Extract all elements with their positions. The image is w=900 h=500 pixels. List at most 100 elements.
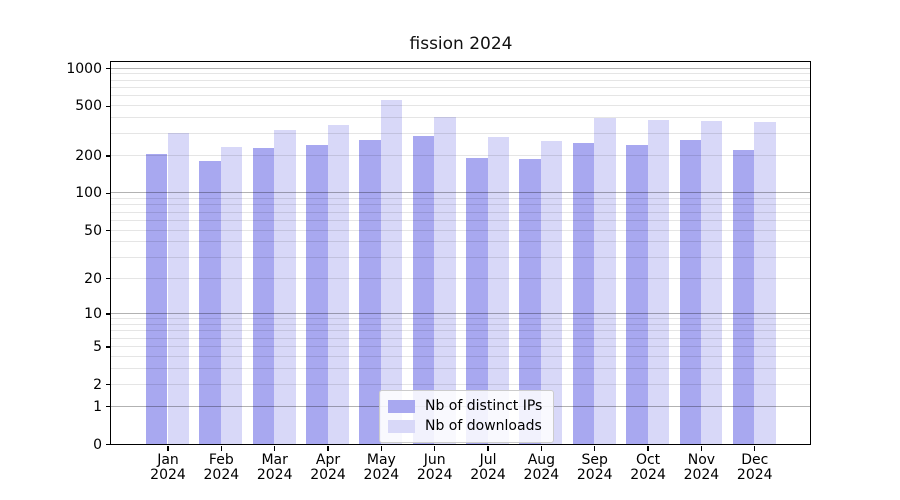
gridline-minor-5 bbox=[111, 345, 810, 347]
bar-nb-of-downloads-may-2024 bbox=[380, 99, 403, 444]
bar-nb-of-distinct-ips-nov-2024 bbox=[679, 139, 701, 444]
legend-label-downloads: Nb of downloads bbox=[425, 418, 542, 434]
y-tick-mark-1 bbox=[105, 406, 110, 408]
bar-nb-of-distinct-ips-jul-2024 bbox=[466, 157, 488, 444]
bar-nb-of-distinct-ips-mar-2024 bbox=[252, 148, 275, 444]
x-tick-mark-apr bbox=[327, 446, 329, 451]
bar-nb-of-distinct-ips-aug-2024 bbox=[519, 159, 541, 444]
chart-title: fission 2024 bbox=[409, 34, 513, 54]
y-tick-label-5: 5 bbox=[93, 338, 102, 355]
bar-nb-of-distinct-ips-jan-2024 bbox=[146, 154, 168, 444]
y-tick-label-1: 1 bbox=[93, 398, 102, 415]
gridline-minor-2 bbox=[111, 383, 810, 385]
gridline-minor-9 bbox=[111, 318, 810, 320]
y-tick-label-2: 2 bbox=[93, 376, 102, 393]
gridline-minor-4 bbox=[111, 355, 810, 357]
bar-nb-of-distinct-ips-feb-2024 bbox=[199, 160, 221, 444]
plot-area: Nb of distinct IPs Nb of downloads bbox=[110, 61, 811, 445]
legend: Nb of distinct IPs Nb of downloads bbox=[379, 390, 555, 443]
x-tick-label-jul: Jul 2024 bbox=[470, 451, 506, 483]
gridline-minor-300 bbox=[111, 132, 810, 134]
x-tick-label-sep: Sep 2024 bbox=[576, 451, 613, 483]
gridline-minor-20 bbox=[111, 277, 810, 279]
gridline-minor-3 bbox=[111, 368, 810, 370]
x-tick-mark-dec bbox=[754, 446, 756, 451]
gridline-minor-70 bbox=[111, 211, 810, 213]
bar-nb-of-distinct-ips-dec-2024 bbox=[732, 149, 755, 444]
x-tick-mark-mar bbox=[274, 446, 276, 451]
gridline-minor-700 bbox=[111, 86, 810, 88]
x-tick-mark-jan bbox=[167, 446, 169, 451]
gridline-minor-40 bbox=[111, 241, 810, 243]
y-tick-mark-50 bbox=[105, 229, 110, 232]
y-tick-mark-500 bbox=[105, 105, 110, 107]
bar-nb-of-distinct-ips-jun-2024 bbox=[412, 136, 435, 444]
y-tick-mark-2 bbox=[105, 384, 110, 386]
gridline-major-100 bbox=[111, 192, 810, 194]
gridline-minor-500 bbox=[111, 105, 810, 107]
gridline-minor-80 bbox=[111, 204, 810, 206]
x-tick-label-feb: Feb 2024 bbox=[203, 451, 240, 483]
legend-item-distinct-ips: Nb of distinct IPs bbox=[388, 396, 542, 416]
bar-nb-of-downloads-nov-2024 bbox=[700, 121, 723, 444]
bar-nb-of-downloads-mar-2024 bbox=[274, 129, 296, 444]
legend-item-downloads: Nb of downloads bbox=[388, 416, 542, 436]
x-tick-label-may: May 2024 bbox=[363, 451, 400, 483]
x-tick-mark-may bbox=[380, 446, 382, 451]
y-tick-mark-1000 bbox=[105, 67, 110, 70]
x-tick-label-jan: Jan 2024 bbox=[150, 451, 186, 483]
gridline-minor-90 bbox=[111, 198, 810, 200]
bar-nb-of-distinct-ips-apr-2024 bbox=[306, 145, 328, 444]
gridline-minor-800 bbox=[111, 79, 810, 81]
x-tick-label-jun: Jun 2024 bbox=[416, 451, 453, 483]
bar-nb-of-downloads-jan-2024 bbox=[167, 133, 189, 444]
gridline-major-1000 bbox=[111, 67, 810, 69]
y-tick-mark-200 bbox=[105, 155, 110, 157]
x-tick-label-nov: Nov 2024 bbox=[683, 451, 720, 483]
legend-swatch-downloads bbox=[388, 419, 415, 433]
bar-nb-of-downloads-dec-2024 bbox=[754, 122, 776, 444]
gridline-minor-50 bbox=[111, 229, 810, 231]
bar-nb-of-downloads-sep-2024 bbox=[594, 117, 616, 444]
y-tick-mark-20 bbox=[105, 278, 110, 280]
bar-nb-of-distinct-ips-oct-2024 bbox=[626, 144, 648, 444]
y-tick-label-100: 100 bbox=[75, 185, 102, 202]
gridline-minor-6 bbox=[111, 337, 810, 339]
bar-nb-of-downloads-oct-2024 bbox=[647, 119, 669, 444]
x-tick-mark-nov bbox=[700, 446, 703, 451]
bar-nb-of-downloads-aug-2024 bbox=[540, 141, 563, 444]
gridline-minor-30 bbox=[111, 256, 810, 258]
gridline-major-10 bbox=[111, 313, 810, 314]
y-tick-label-50: 50 bbox=[84, 222, 102, 239]
y-tick-mark-0 bbox=[105, 443, 110, 446]
y-tick-mark-5 bbox=[105, 346, 110, 348]
legend-swatch-distinct-ips bbox=[388, 399, 415, 413]
y-tick-label-500: 500 bbox=[75, 98, 102, 115]
gridline-minor-900 bbox=[111, 73, 810, 75]
bar-nb-of-distinct-ips-sep-2024 bbox=[572, 143, 595, 444]
x-tick-mark-feb bbox=[220, 446, 222, 451]
y-tick-mark-100 bbox=[105, 192, 110, 194]
x-tick-label-oct: Oct 2024 bbox=[630, 451, 666, 483]
x-tick-label-dec: Dec 2024 bbox=[736, 451, 773, 483]
x-tick-label-mar: Mar 2024 bbox=[256, 451, 293, 483]
bar-nb-of-downloads-jun-2024 bbox=[434, 116, 456, 444]
x-tick-mark-aug bbox=[540, 446, 543, 451]
bar-nb-of-downloads-apr-2024 bbox=[327, 125, 349, 444]
x-tick-label-apr: Apr 2024 bbox=[310, 451, 346, 483]
y-tick-mark-10 bbox=[105, 313, 110, 315]
y-tick-label-10: 10 bbox=[84, 306, 102, 322]
x-tick-label-aug: Aug 2024 bbox=[523, 451, 560, 483]
x-tick-mark-oct bbox=[647, 446, 649, 451]
gridline-minor-400 bbox=[111, 117, 810, 119]
y-tick-label-200: 200 bbox=[75, 147, 102, 164]
y-tick-label-0: 0 bbox=[93, 436, 102, 453]
gridline-minor-200 bbox=[111, 154, 810, 156]
bar-nb-of-distinct-ips-may-2024 bbox=[359, 139, 381, 444]
legend-label-distinct-ips: Nb of distinct IPs bbox=[425, 398, 543, 414]
bar-nb-of-downloads-feb-2024 bbox=[220, 147, 243, 444]
gridline-minor-7 bbox=[111, 330, 810, 332]
x-tick-mark-jun bbox=[434, 446, 436, 451]
y-tick-label-1000: 1000 bbox=[66, 60, 102, 77]
